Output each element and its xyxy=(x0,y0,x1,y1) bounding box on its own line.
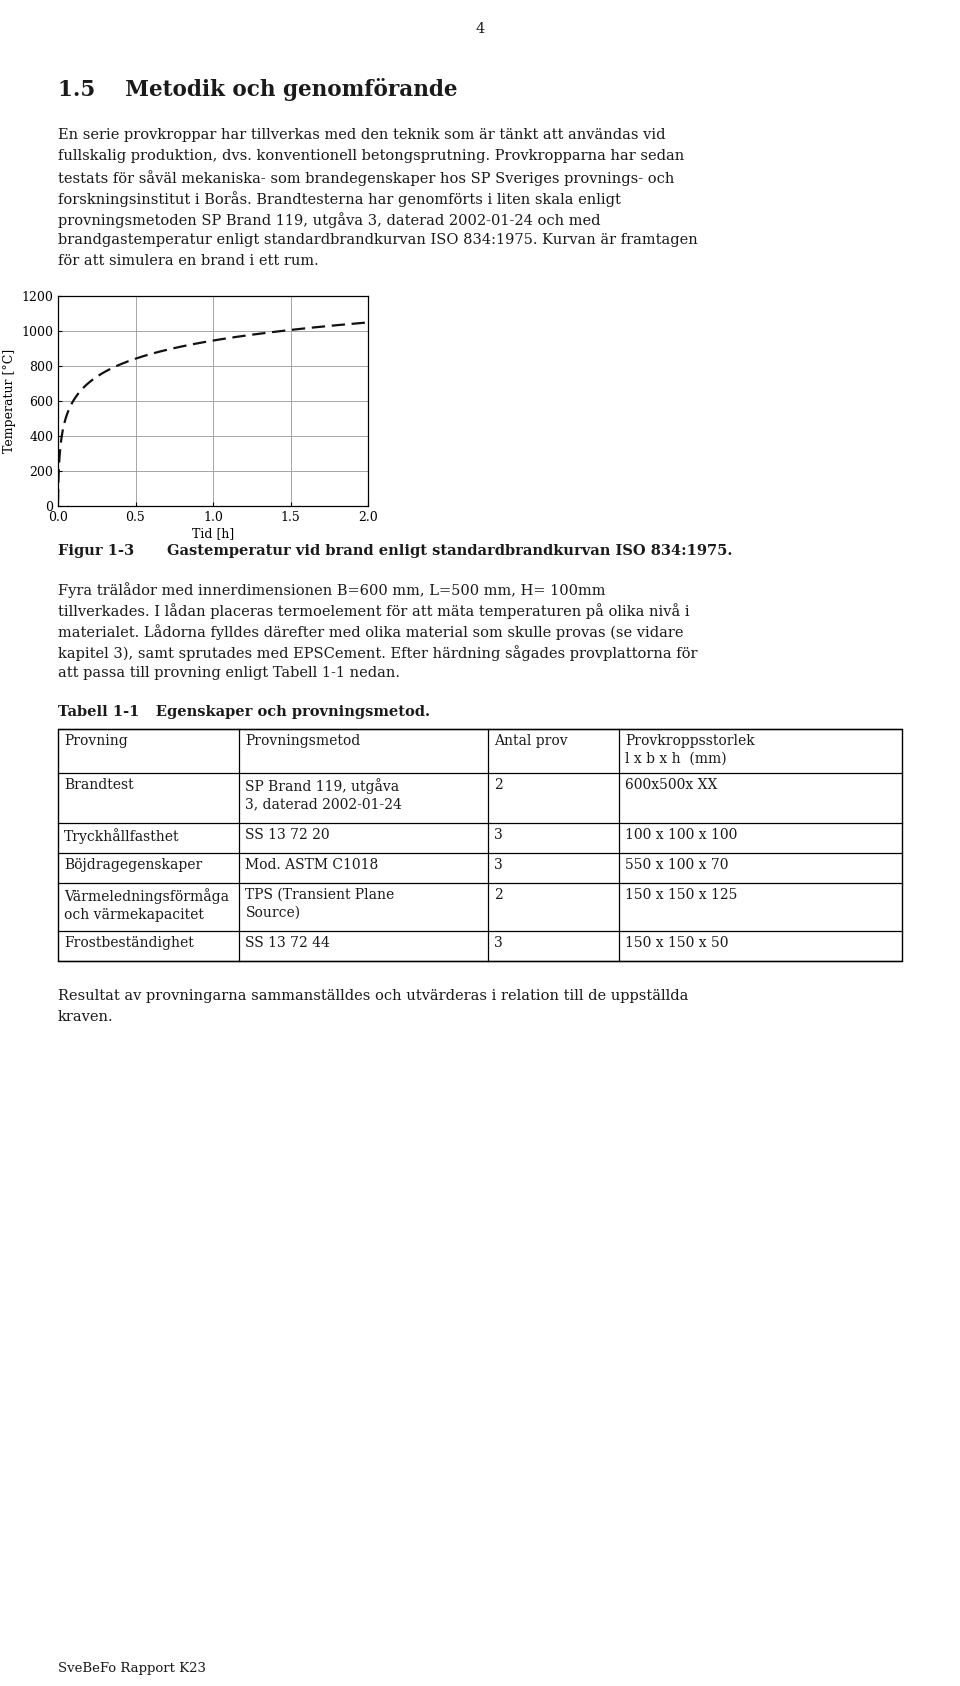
Text: 3: 3 xyxy=(494,828,503,841)
Text: Provning: Provning xyxy=(64,733,128,749)
Text: Fyra trälådor med innerdimensionen B=600 mm, L=500 mm, H= 100mm: Fyra trälådor med innerdimensionen B=600… xyxy=(58,582,606,599)
Text: Figur 1-3        Gastemperatur vid brand enligt standardbrandkurvan ISO 834:1975: Figur 1-3 Gastemperatur vid brand enligt… xyxy=(58,545,740,558)
Text: Provkroppsstorlek
l x b x h  (mm): Provkroppsstorlek l x b x h (mm) xyxy=(625,733,755,765)
Text: 550 x 100 x 70: 550 x 100 x 70 xyxy=(625,858,729,872)
Text: 3: 3 xyxy=(494,936,503,949)
Text: materialet. Lådorna fylldes därefter med olika material som skulle provas (se vi: materialet. Lådorna fylldes därefter med… xyxy=(58,624,684,641)
Text: 2: 2 xyxy=(494,889,503,902)
FancyBboxPatch shape xyxy=(58,728,902,961)
Text: Antal prov: Antal prov xyxy=(494,733,568,749)
Text: Gastemperatur vid brand enligt standardbrandkurvan ISO 834:1975.: Gastemperatur vid brand enligt standardb… xyxy=(126,545,732,558)
Text: 3: 3 xyxy=(494,858,503,872)
Text: Egenskaper och provningsmetod.: Egenskaper och provningsmetod. xyxy=(120,705,430,718)
Text: 1.5    Metodik och genomförande: 1.5 Metodik och genomförande xyxy=(58,78,458,101)
Text: 150 x 150 x 125: 150 x 150 x 125 xyxy=(625,889,737,902)
Text: SP Brand 119, utgåva
3, daterad 2002-01-24: SP Brand 119, utgåva 3, daterad 2002-01-… xyxy=(246,777,402,811)
Text: 100 x 100 x 100: 100 x 100 x 100 xyxy=(625,828,737,841)
Text: Böjdragegenskaper: Böjdragegenskaper xyxy=(64,858,203,872)
Text: 2: 2 xyxy=(494,777,503,792)
Text: En serie provkroppar har tillverkas med den teknik som är tänkt att användas vid: En serie provkroppar har tillverkas med … xyxy=(58,128,665,142)
Text: tillverkades. I lådan placeras termoelement för att mäta temperaturen på olika n: tillverkades. I lådan placeras termoelem… xyxy=(58,604,689,619)
Text: Frostbeständighet: Frostbeständighet xyxy=(64,936,194,949)
Text: 600x500x XX: 600x500x XX xyxy=(625,777,718,792)
Text: provningsmetoden SP Brand 119, utgåva 3, daterad 2002-01-24 och med: provningsmetoden SP Brand 119, utgåva 3,… xyxy=(58,212,601,228)
Text: testats för såväl mekaniska- som brandegenskaper hos SP Sveriges provnings- och: testats för såväl mekaniska- som brandeg… xyxy=(58,170,674,185)
Text: Tryckhållfasthet: Tryckhållfasthet xyxy=(64,828,180,845)
Text: Figur 1-3: Figur 1-3 xyxy=(58,545,134,558)
Text: Mod. ASTM C1018: Mod. ASTM C1018 xyxy=(246,858,378,872)
Text: TPS (Transient Plane
Source): TPS (Transient Plane Source) xyxy=(246,889,395,921)
Text: Värmeledningsförmåga
och värmekapacitet: Värmeledningsförmåga och värmekapacitet xyxy=(64,889,229,922)
Text: Tabell 1-1: Tabell 1-1 xyxy=(58,705,139,718)
Text: brandgastemperatur enligt standardbrandkurvan ISO 834:1975. Kurvan är framtagen: brandgastemperatur enligt standardbrandk… xyxy=(58,233,698,248)
Text: SS 13 72 20: SS 13 72 20 xyxy=(246,828,330,841)
Text: kraven.: kraven. xyxy=(58,1010,113,1023)
Y-axis label: Temperatur [°C]: Temperatur [°C] xyxy=(3,349,15,454)
Text: för att simulera en brand i ett rum.: för att simulera en brand i ett rum. xyxy=(58,255,319,268)
Text: Provningsmetod: Provningsmetod xyxy=(246,733,361,749)
Text: fullskalig produktion, dvs. konventionell betongsprutning. Provkropparna har sed: fullskalig produktion, dvs. konventionel… xyxy=(58,148,684,164)
Text: SveBeFo Rapport K23: SveBeFo Rapport K23 xyxy=(58,1662,206,1674)
Text: 150 x 150 x 50: 150 x 150 x 50 xyxy=(625,936,729,949)
Text: 4: 4 xyxy=(475,22,485,35)
Text: forskningsinstitut i Borås. Brandtesterna har genomförts i liten skala enligt: forskningsinstitut i Borås. Brandtestern… xyxy=(58,191,621,207)
Text: SS 13 72 44: SS 13 72 44 xyxy=(246,936,330,949)
Text: att passa till provning enligt Tabell 1-1 nedan.: att passa till provning enligt Tabell 1-… xyxy=(58,666,400,679)
Text: Brandtest: Brandtest xyxy=(64,777,133,792)
X-axis label: Tid [h]: Tid [h] xyxy=(192,526,234,540)
Text: kapitel 3), samt sprutades med EPSCement. Efter härdning sågades provplattorna f: kapitel 3), samt sprutades med EPSCement… xyxy=(58,646,698,661)
Text: Resultat av provningarna sammanställdes och utvärderas i relation till de uppstä: Resultat av provningarna sammanställdes … xyxy=(58,990,688,1003)
